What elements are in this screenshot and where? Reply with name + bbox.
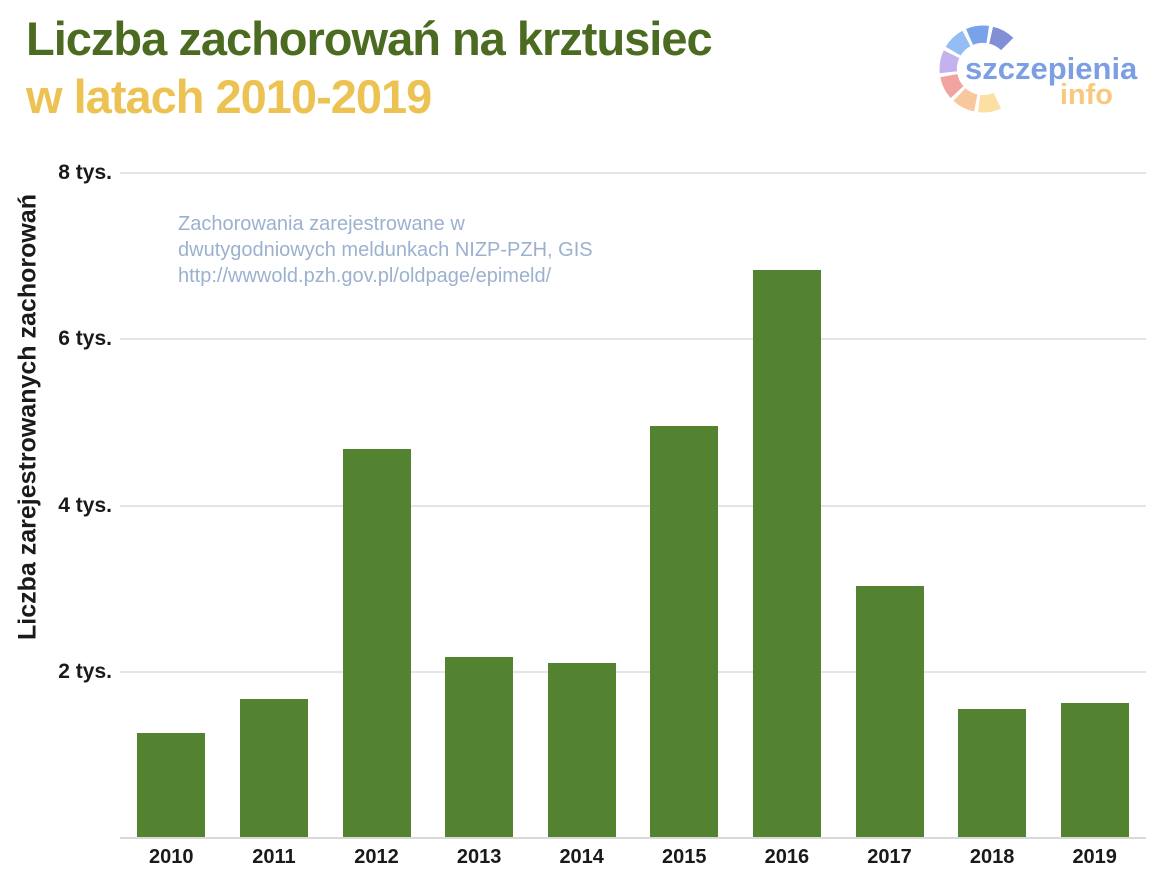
y-tick-label-6000: 6 tys. [58, 327, 112, 351]
source-annotation-line1: Zachorowania zarejestrowane w [178, 213, 465, 235]
source-annotation: Zachorowania zarejestrowane w dwutygodni… [178, 211, 593, 289]
y-axis-tick-labels: 2 tys. 4 tys. 6 tys. 8 tys. [0, 161, 112, 838]
page-title-line2: w latach 2010-2019 [26, 70, 432, 123]
y-tick-label-4000: 4 tys. [58, 493, 112, 517]
bar-2012 [342, 448, 411, 838]
x-tick-label-2013: 2013 [456, 846, 502, 868]
gridline-6000 [120, 338, 1146, 341]
source-annotation-line3: http://wwwold.pzh.gov.pl/oldpage/epimeld… [178, 265, 552, 287]
x-tick-label-2019: 2019 [1072, 846, 1117, 868]
source-annotation-line2: dwutygodniowych meldunkach NIZP-PZH, GIS [178, 239, 593, 261]
gridline-8000 [120, 172, 1146, 174]
plot-area [120, 172, 1146, 839]
bar-2019 [1060, 702, 1129, 838]
y-tick-label-2000: 2 tys. [58, 659, 112, 683]
bar-2015 [650, 426, 719, 838]
logo-ring-segment-3 [944, 29, 972, 57]
logo-ring-segment-5 [939, 73, 965, 100]
x-tick-label-2017: 2017 [867, 846, 912, 868]
logo-ring-segment-7 [976, 91, 1003, 114]
x-tick-label-2011: 2011 [252, 846, 296, 868]
bar-2010 [137, 732, 206, 838]
logo-ring-segment-2 [964, 24, 991, 47]
logo-text-primary: szczepienia [965, 51, 1138, 86]
x-tick-label-2010: 2010 [149, 846, 194, 868]
page-title: Liczba zachorowań na krztusiec w latach … [26, 10, 713, 126]
bar-2016 [752, 270, 821, 838]
bar-2011 [239, 699, 308, 838]
x-tick-label-2012: 2012 [354, 846, 399, 868]
y-tick-label-8000: 8 tys. [58, 161, 112, 184]
x-tick-label-2016: 2016 [764, 846, 810, 868]
bar-2018 [958, 709, 1027, 838]
gridline-4000 [120, 504, 1146, 507]
logo-ring-icon [938, 24, 1015, 114]
x-tick-label-2018: 2018 [969, 846, 1015, 868]
logo-ring-segment-6 [952, 87, 979, 113]
x-tick-label-2015: 2015 [662, 846, 707, 868]
szczepienia-info-logo: szczepienia info [935, 22, 1137, 118]
x-tick-label-2014: 2014 [559, 846, 604, 868]
bar-2017 [855, 585, 924, 838]
x-axis-line [120, 837, 1146, 839]
bar-2013 [445, 656, 514, 838]
page-title-line1: Liczba zachorowań na krztusiec [26, 12, 713, 65]
gridline-2000 [120, 670, 1146, 673]
logo-ring-segment-1 [988, 25, 1015, 52]
bar-2014 [547, 663, 616, 838]
x-axis-tick-labels: 2010 2011 2012 2013 2014 2015 2016 2017 2018 2019 [120, 846, 1146, 872]
logo-ring-segment-4 [938, 49, 961, 75]
logo-text-secondary: info [1059, 79, 1113, 111]
